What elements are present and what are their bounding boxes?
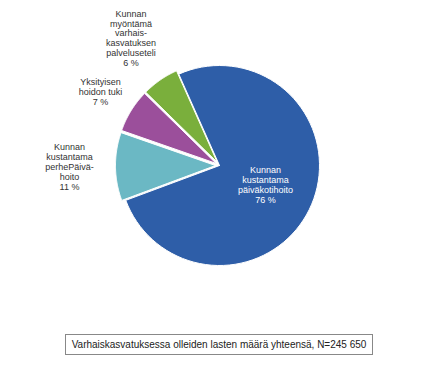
svg-text:Kunnankustantamapäiväkotihoito: Kunnankustantamapäiväkotihoito76 %	[238, 165, 293, 205]
html-text:Varhaiskasvatuksessa olleiden: Varhaiskasvatuksessa olleiden lasten mää…	[71, 339, 367, 350]
svg-text:KunnankustantamaperhePäivä-hoi: KunnankustantamaperhePäivä-hoito11 %	[45, 142, 94, 192]
svg-text:Kunnanmyöntämävarhais-kasvatuk: Kunnanmyöntämävarhais-kasvatuksenpalvelu…	[106, 9, 156, 69]
svg-text:Yksityisenhoidon tuki7 %: Yksityisenhoidon tuki7 %	[79, 77, 123, 107]
